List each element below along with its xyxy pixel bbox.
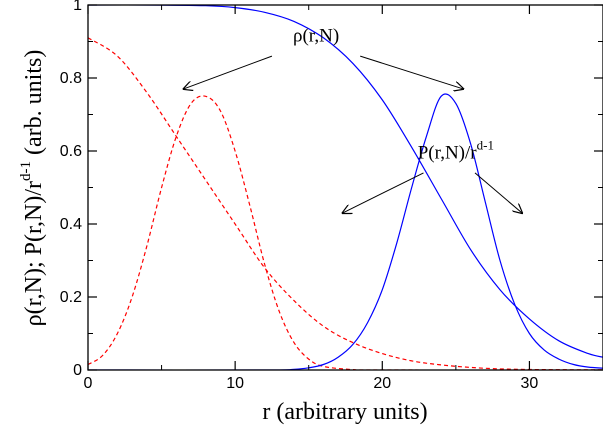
y-axis-title: ρ(r,N); P(r,N)/rd-1 (arb. units): [18, 50, 47, 327]
annotation-label-2: P(r,N)/rd-1: [418, 137, 494, 163]
y-axis-title-main: ρ(r,N); P(r,N)/r: [21, 181, 47, 326]
annotation-layer: ρ(r,N) P(r,N)/rd-1: [184, 26, 522, 214]
annotation-superscript: d-1: [477, 137, 494, 152]
x-tick-label: 10: [226, 375, 244, 392]
annotation-arrow: [184, 55, 273, 89]
annotation-text: ρ(r,N): [293, 26, 339, 47]
y-tick-label: 0.2: [60, 289, 82, 306]
annotation-arrow: [360, 55, 463, 89]
y-tick-label: 0.4: [60, 216, 82, 233]
x-tick-label: 20: [373, 375, 391, 392]
annotation-arrow: [474, 172, 522, 213]
series-layer: [88, 5, 603, 370]
series-line-1: [88, 37, 603, 370]
series-line-3: [88, 5, 603, 358]
x-tick-label: 0: [84, 375, 93, 392]
y-tick-label: 0.8: [60, 70, 82, 87]
series-line-4: [88, 93, 603, 370]
ticks-layer: 0 10 20 30 0 0.2 0.4 0.6 0.8 1: [60, 0, 603, 392]
y-tick-label: 1: [73, 0, 82, 14]
y-tick-label: 0.6: [60, 143, 82, 160]
series-line-2: [88, 95, 603, 370]
annotation-text: P(r,N)/r: [418, 142, 478, 163]
annotation-arrow: [343, 172, 424, 213]
y-axis-title-suffix: (arb. units): [21, 50, 47, 161]
annotation-label-1: ρ(r,N): [293, 26, 339, 47]
x-tick-label: 30: [521, 375, 539, 392]
y-tick-label: 0: [73, 362, 82, 379]
x-axis-title: r (arbitrary units): [262, 399, 427, 425]
y-axis-title-superscript: d-1: [18, 161, 34, 181]
